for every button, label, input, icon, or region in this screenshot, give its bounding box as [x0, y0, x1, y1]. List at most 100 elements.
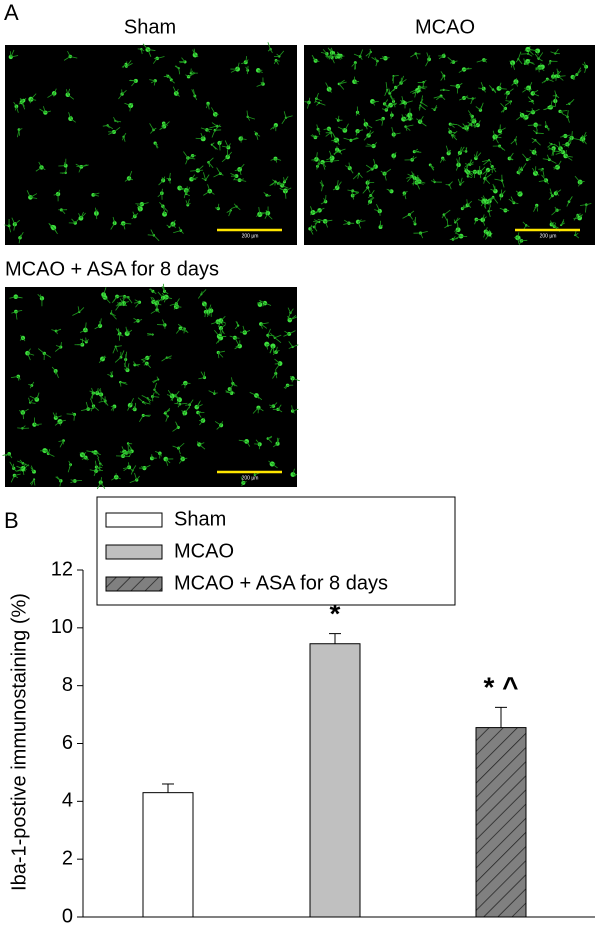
- y-tick-label: 0: [62, 905, 73, 927]
- cell-process: [124, 359, 127, 367]
- cell-process: [403, 193, 407, 200]
- cell-process: [524, 49, 529, 52]
- cell-process: [99, 463, 104, 467]
- cell-process: [104, 297, 111, 304]
- cell-process: [274, 337, 282, 344]
- cell-process: [484, 173, 492, 180]
- cell-process: [111, 371, 113, 377]
- cell-process: [184, 406, 190, 414]
- image-background: [5, 287, 297, 487]
- cell-process: [146, 363, 151, 369]
- cell-process: [216, 125, 222, 127]
- cell-process: [401, 114, 405, 120]
- cell-process: [357, 112, 360, 116]
- cell-process: [197, 412, 202, 418]
- cell-process: [179, 186, 187, 191]
- cell-process: [569, 98, 575, 105]
- cell-process: [214, 330, 220, 337]
- cell-process: [586, 203, 592, 206]
- cell-process: [191, 89, 196, 97]
- image-title: Sham: [124, 16, 176, 38]
- cell-process: [452, 135, 458, 141]
- cell-process: [22, 425, 26, 429]
- cell-process: [147, 332, 153, 335]
- cell-process: [94, 460, 97, 468]
- cell-process: [174, 65, 179, 69]
- cell-process: [273, 60, 277, 65]
- cell-process: [29, 99, 32, 104]
- cell-process: [448, 149, 452, 154]
- cell-process: [488, 210, 493, 212]
- cell-process: [165, 416, 169, 422]
- cell-process: [533, 148, 536, 153]
- cell-process: [439, 157, 444, 163]
- cell-process: [97, 457, 101, 464]
- cell-process: [142, 43, 149, 50]
- cell-process: [211, 107, 216, 115]
- cell-process: [54, 346, 62, 352]
- cell-process: [137, 397, 144, 403]
- cell-process: [492, 89, 497, 92]
- cell-process: [189, 399, 194, 406]
- cell-process: [324, 221, 329, 228]
- cell-process: [230, 206, 237, 209]
- cell-process: [533, 129, 537, 134]
- cell-process: [163, 210, 165, 215]
- cell-process: [556, 68, 559, 77]
- cell-process: [38, 348, 45, 354]
- cell-process: [159, 202, 164, 207]
- cell-process: [93, 405, 99, 411]
- cell-process: [412, 177, 415, 186]
- cell-process: [475, 152, 482, 159]
- cell-process: [270, 158, 276, 161]
- cell-process: [173, 306, 177, 310]
- cell-process: [491, 166, 497, 173]
- cell-process: [165, 458, 169, 466]
- cell-process: [531, 108, 534, 113]
- cell-process: [127, 443, 133, 451]
- cell-process: [380, 170, 385, 174]
- cell-process: [509, 158, 514, 160]
- cell-process: [153, 235, 160, 242]
- cell-process: [411, 156, 417, 161]
- cell-process: [180, 230, 184, 234]
- cell-process: [404, 118, 410, 121]
- cell-process: [191, 177, 198, 180]
- cell-process: [450, 61, 454, 64]
- cell-process: [101, 296, 106, 298]
- cell-process: [197, 294, 202, 299]
- cell-process: [131, 216, 136, 220]
- cell-process: [194, 95, 198, 101]
- cell-process: [479, 166, 486, 173]
- cell-process: [148, 288, 154, 292]
- cell-process: [177, 323, 185, 330]
- cell-process: [567, 144, 569, 148]
- cell-process: [15, 311, 18, 320]
- cell-process: [115, 346, 118, 352]
- cell-process: [467, 172, 471, 176]
- cell-process: [304, 101, 310, 103]
- cell-process: [492, 130, 496, 137]
- cell-process: [580, 134, 587, 141]
- cell-process: [85, 457, 88, 461]
- cell-process: [60, 341, 62, 348]
- cell-process: [513, 202, 519, 205]
- cell-process: [317, 159, 321, 167]
- cell-process: [459, 177, 463, 185]
- cell-process: [542, 158, 550, 161]
- cell-process: [319, 207, 325, 211]
- cell-process: [85, 337, 87, 343]
- cell-process: [283, 384, 288, 389]
- cell-process: [463, 167, 469, 173]
- cell-process: [123, 222, 132, 225]
- cell-process: [283, 111, 287, 118]
- cell-process: [16, 106, 19, 113]
- cell-process: [255, 439, 261, 445]
- cell-process: [266, 194, 270, 197]
- cell-process: [502, 108, 506, 113]
- cell-process: [229, 388, 236, 394]
- cell-process: [202, 135, 205, 139]
- cell-process: [130, 470, 134, 475]
- cell-process: [332, 187, 338, 191]
- cell-process: [134, 364, 139, 367]
